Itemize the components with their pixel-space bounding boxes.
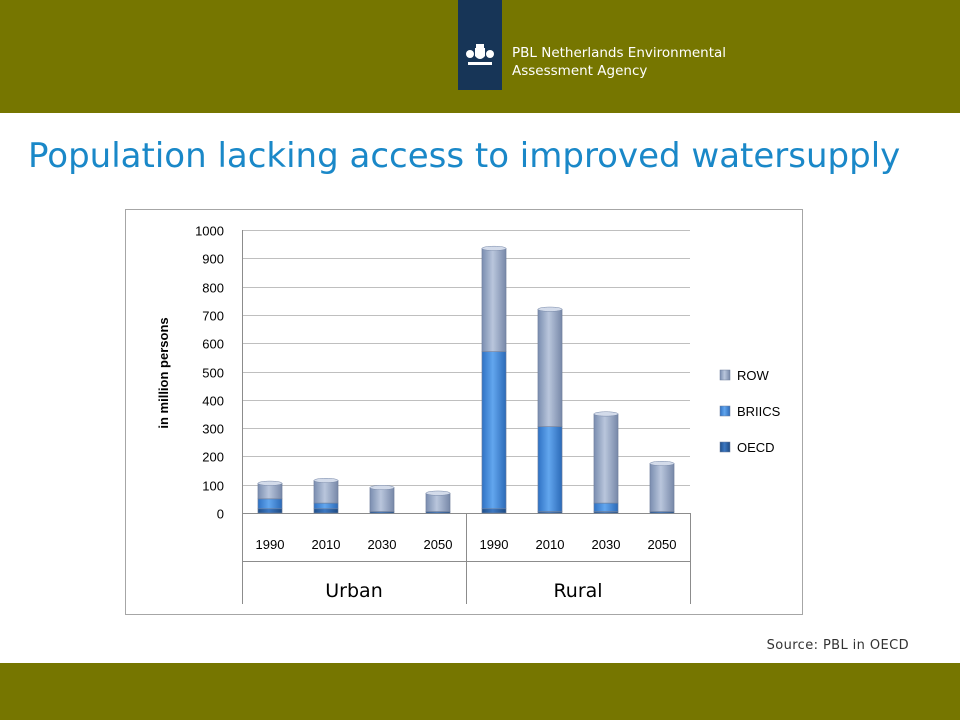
bottom-banner (0, 663, 960, 720)
source-note: Source: PBL in OECD (766, 638, 909, 653)
x-tick-label: 2050 (648, 537, 677, 552)
bar-briics-0 (257, 498, 283, 510)
x-tick-label: 2050 (424, 537, 453, 552)
bar-briics-4 (481, 351, 507, 510)
y-tick-label: 800 (202, 281, 224, 296)
y-tick-label: 200 (202, 450, 224, 465)
bar-row-3 (425, 492, 451, 512)
y-tick-label: 500 (202, 366, 224, 381)
y-tick-label: 700 (202, 309, 224, 324)
bar-oecd-4 (481, 508, 507, 514)
org-name-line1: PBL Netherlands Environmental (512, 45, 727, 61)
legend-swatch-row (719, 369, 731, 381)
x-tick-label: 1990 (480, 537, 509, 552)
group-label-rural: Rural (553, 580, 602, 602)
royal-coat-of-arms-icon (466, 44, 494, 65)
y-tick-label: 400 (202, 394, 224, 409)
x-tick-label: 2030 (368, 537, 397, 552)
group-label-urban: Urban (325, 580, 382, 602)
y-tick-label: 600 (202, 337, 224, 352)
group-labels: Urban Rural (325, 513, 603, 604)
bar-row-5 (537, 308, 563, 427)
page-title: Population lacking access to improved wa… (28, 136, 901, 176)
y-tick-label: 300 (202, 422, 224, 437)
x-tick-label: 2030 (592, 537, 621, 552)
y-tick-label: 100 (202, 479, 224, 494)
y-tick-label: 1000 (195, 224, 224, 239)
bar-row-2 (369, 487, 395, 512)
x-tick-labels: 1990 2010 2030 2050 1990 2010 2030 2050 (256, 537, 677, 552)
legend: ROW BRIICS OECD (719, 368, 781, 455)
bar-cap-3 (425, 490, 451, 496)
legend-label-row: ROW (737, 368, 770, 383)
y-tick-label: 0 (217, 507, 224, 522)
bar-row-4 (481, 248, 507, 352)
bar-cap-2 (369, 485, 395, 490)
bar-cap-1 (313, 478, 339, 483)
bar-cap-0 (257, 480, 283, 486)
y-tick-labels: 0 100 200 300 400 500 600 700 800 900 1000 (195, 224, 224, 522)
bar-row-6 (593, 413, 619, 504)
chart-frame (125, 209, 803, 615)
org-name-line2: Assessment Agency (512, 63, 648, 79)
bar-cap-7 (649, 461, 675, 466)
x-tick-label: 2010 (312, 537, 341, 552)
bars (257, 245, 675, 514)
legend-swatch-briics (719, 405, 731, 417)
bar-oecd-0 (257, 508, 283, 514)
legend-label-briics: BRIICS (737, 404, 781, 419)
legend-swatch-oecd (719, 441, 731, 453)
x-tick-label: 1990 (256, 537, 285, 552)
bar-cap-4 (481, 245, 507, 251)
bar-oecd-1 (313, 508, 339, 514)
bar-cap-5 (537, 306, 563, 312)
bar-cap-6 (593, 411, 619, 417)
bar-row-1 (313, 480, 339, 504)
bar-briics-1 (313, 502, 339, 510)
y-axis-label: in million persons (156, 317, 171, 428)
logo-tab (458, 0, 502, 90)
org-name: PBL Netherlands Environmental Assessment… (512, 44, 726, 80)
y-tick-label: 900 (202, 252, 224, 267)
bar-briics-5 (537, 426, 563, 512)
x-tick-label: 2010 (536, 537, 565, 552)
bar-briics-6 (593, 502, 619, 512)
bar-row-7 (649, 463, 675, 512)
legend-label-oecd: OECD (737, 440, 775, 455)
